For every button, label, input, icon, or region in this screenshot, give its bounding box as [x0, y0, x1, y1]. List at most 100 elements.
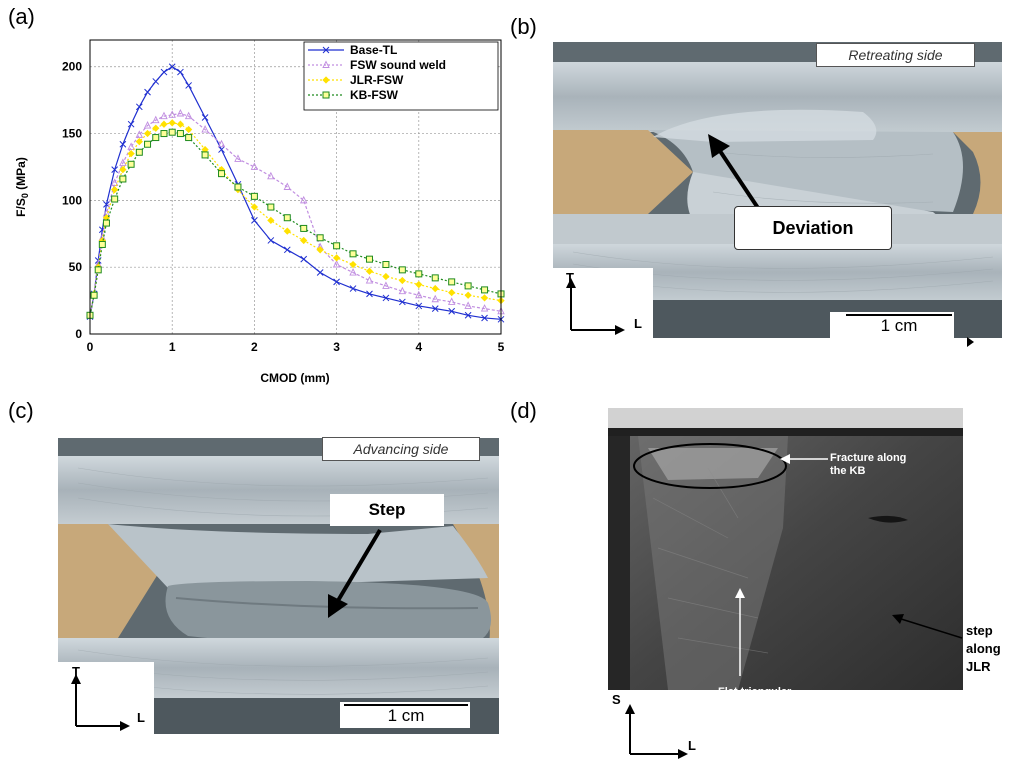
advancing-side-tag: Advancing side [322, 437, 480, 461]
data-point [349, 268, 357, 276]
corner-marker-b [967, 337, 974, 347]
orientation-axes-c [71, 674, 130, 731]
data-point [382, 281, 390, 289]
legend-label: FSW sound weld [350, 58, 446, 72]
x-tick-label: 0 [87, 340, 94, 354]
data-point [480, 304, 489, 312]
data-point [300, 236, 308, 245]
sem-drawing [608, 408, 963, 690]
data-point [481, 314, 488, 322]
flat-zone-line2: zone [742, 699, 768, 711]
orientation-axes-d [625, 704, 688, 759]
data-point [399, 298, 406, 306]
data-point [218, 170, 226, 178]
step-callout: Step [330, 494, 444, 526]
advancing-side-drawing [58, 438, 499, 734]
y-tick-label: 0 [75, 327, 82, 341]
orientation-box-b [553, 268, 653, 338]
deviation-callout: Deviation [734, 206, 892, 250]
data-point [349, 250, 357, 258]
jlr-step-arrow [892, 614, 963, 639]
axis-label-s-d: S [612, 692, 621, 707]
data-point [152, 124, 160, 132]
jlr-step-line3: JLR [966, 659, 991, 674]
scale-bar-line-b [846, 314, 952, 316]
axis-label-l-c: L [137, 710, 145, 725]
data-point [316, 234, 324, 242]
chart-xlabel: CMOD (mm) [260, 371, 329, 385]
x-tick-label: 1 [169, 340, 176, 354]
flat-zone-line1: Flat triangular [718, 686, 792, 698]
data-point [184, 111, 193, 120]
fracture-kb-line2: the KB [830, 465, 866, 477]
data-point [464, 301, 472, 309]
data-point [168, 110, 176, 118]
legend-box [303, 41, 499, 111]
axis-label-l-b: L [634, 316, 642, 331]
data-point [127, 120, 135, 128]
jlr-step-label: step along JLR [966, 622, 1001, 676]
data-point [152, 78, 160, 85]
data-point [300, 224, 308, 232]
data-point [464, 291, 472, 299]
data-point [177, 68, 184, 76]
data-point [111, 166, 119, 173]
legend-swatch-marker [322, 60, 330, 68]
legend-item: KB-FSW [308, 88, 399, 102]
legend-item: JLR-FSW [308, 73, 404, 87]
scale-bar-label-b: 1 cm [880, 316, 918, 335]
data-point [143, 121, 152, 129]
sem-scale-bar-label: 400 µm [892, 738, 930, 750]
fracture-surface-sem [608, 408, 963, 690]
data-point [366, 290, 373, 298]
jlr-step-line1: step [966, 623, 993, 638]
panel-label-a: (a) [8, 4, 35, 29]
data-point [415, 280, 423, 289]
data-point [111, 195, 119, 203]
data-point [251, 217, 258, 224]
scale-bar-label-c: 1 cm [387, 706, 425, 725]
data-point [119, 175, 127, 183]
flat-zone-arrow [735, 588, 745, 676]
data-point [160, 130, 168, 138]
series-line [89, 66, 502, 320]
data-point [382, 261, 390, 269]
legend-label: KB-FSW [350, 88, 399, 102]
y-tick-label: 150 [62, 127, 82, 141]
legend-label: JLR-FSW [350, 73, 404, 87]
data-point [185, 125, 193, 134]
data-point [168, 119, 176, 127]
data-point [144, 140, 152, 148]
y-tick-label: 100 [62, 193, 82, 207]
data-point [349, 260, 357, 269]
data-point [234, 183, 242, 191]
legend-item: Base-TL [308, 43, 397, 57]
data-point [431, 294, 439, 303]
data-point [176, 130, 184, 138]
legend-swatch-marker [322, 76, 330, 84]
data-point [316, 269, 324, 276]
data-point [415, 302, 423, 310]
data-point [102, 219, 110, 227]
data-point [283, 246, 291, 254]
x-tick-label: 2 [251, 340, 258, 354]
data-point [135, 148, 143, 156]
data-point [431, 274, 439, 282]
data-point [127, 149, 135, 158]
series-fsw-sound-weld [86, 108, 505, 319]
data-point [94, 266, 102, 274]
data-point [365, 267, 374, 275]
chart-ylabel-main: F/S [14, 198, 28, 217]
data-point [250, 203, 259, 211]
axis-label-t-b: T [566, 270, 574, 285]
kb-fracture-arrow [780, 454, 828, 464]
fracture-kb-line1: Fracture along [830, 452, 907, 464]
series-line [89, 112, 502, 316]
data-point [119, 140, 127, 148]
data-point [152, 134, 160, 142]
data-point [143, 129, 152, 138]
series-kb-fsw [86, 128, 505, 319]
data-point [333, 242, 341, 250]
legend-label: Base-TL [350, 43, 397, 57]
